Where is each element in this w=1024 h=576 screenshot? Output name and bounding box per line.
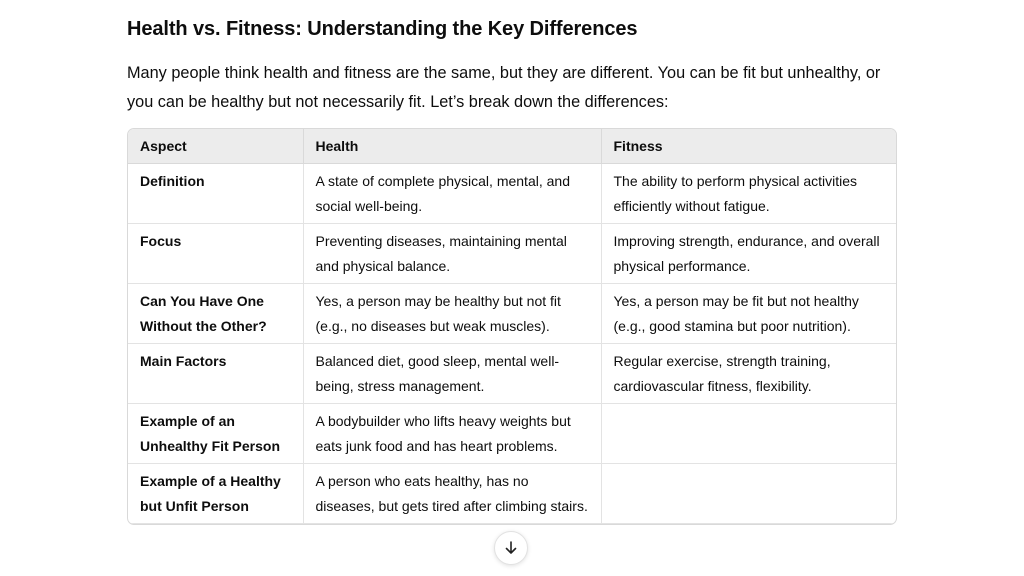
row-health-cell: Yes, a person may be healthy but not fit… xyxy=(303,283,602,344)
scroll-to-bottom-button[interactable] xyxy=(494,531,528,565)
table-row: Example of an Unhealthy Fit Person A bod… xyxy=(128,403,896,464)
row-fitness-cell: Yes, a person may be fit but not healthy… xyxy=(601,283,896,344)
row-health-cell: A state of complete physical, mental, an… xyxy=(303,163,602,224)
row-health-cell: Preventing diseases, maintaining mental … xyxy=(303,223,602,284)
row-aspect-cell: Focus xyxy=(128,223,304,284)
comparison-table: Aspect Health Fitness Definition A state… xyxy=(128,129,896,524)
row-fitness-cell: The ability to perform physical activiti… xyxy=(601,163,896,224)
table-header-row: Aspect Health Fitness xyxy=(128,129,896,164)
row-fitness-cell: Regular exercise, strength training, car… xyxy=(601,343,896,404)
header-fitness: Fitness xyxy=(601,129,896,164)
header-aspect: Aspect xyxy=(128,129,304,164)
row-fitness-cell: Improving strength, endurance, and overa… xyxy=(601,223,896,284)
row-fitness-cell xyxy=(601,463,896,524)
row-health-cell: A bodybuilder who lifts heavy weights bu… xyxy=(303,403,602,464)
table-row: Main Factors Balanced diet, good sleep, … xyxy=(128,343,896,404)
row-aspect-cell: Definition xyxy=(128,163,304,224)
table-row: Definition A state of complete physical,… xyxy=(128,163,896,224)
row-health-cell: Balanced diet, good sleep, mental well-b… xyxy=(303,343,602,404)
row-health-cell: A person who eats healthy, has no diseas… xyxy=(303,463,602,524)
table-row: Example of a Healthy but Unfit Person A … xyxy=(128,463,896,524)
intro-paragraph: Many people think health and fitness are… xyxy=(127,64,881,111)
row-aspect-cell: Main Factors xyxy=(128,343,304,404)
table-row: Can You Have One Without the Other? Yes,… xyxy=(128,283,896,344)
arrow-down-icon xyxy=(505,541,517,554)
row-aspect-cell: Can You Have One Without the Other? xyxy=(128,283,304,344)
page-title: Health vs. Fitness: Understanding the Ke… xyxy=(127,18,638,40)
table-row: Focus Preventing diseases, maintaining m… xyxy=(128,223,896,284)
header-health: Health xyxy=(303,129,602,164)
row-fitness-cell xyxy=(601,403,896,464)
row-aspect-cell: Example of an Unhealthy Fit Person xyxy=(128,403,304,464)
row-aspect-cell: Example of a Healthy but Unfit Person xyxy=(128,463,304,524)
comparison-table-container: Aspect Health Fitness Definition A state… xyxy=(127,128,897,525)
